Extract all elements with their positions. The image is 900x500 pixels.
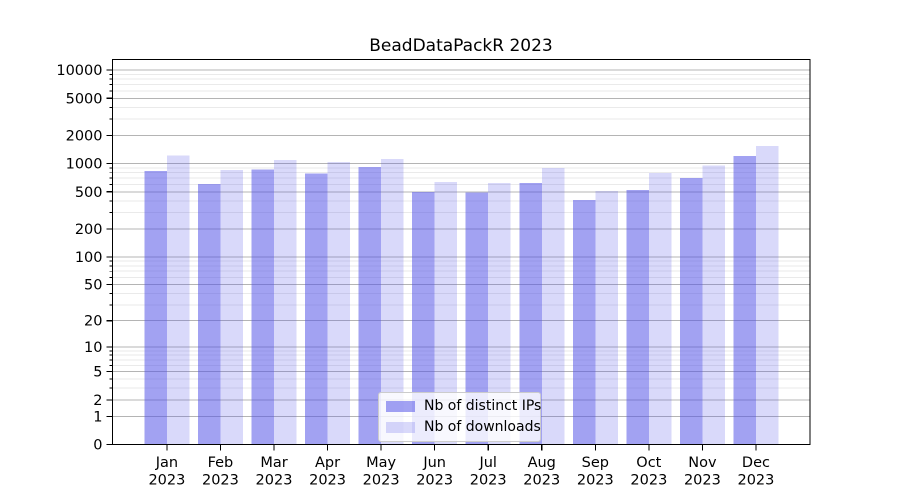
x-tick-label-nov: Nov 2023 xyxy=(684,455,721,489)
y-tick-label-2: 2 xyxy=(93,393,102,409)
bar-downloads-apr xyxy=(327,162,351,445)
x-tick-label-oct: Oct 2023 xyxy=(630,455,667,489)
bar-distinct-ips-nov xyxy=(679,178,703,445)
x-axis: Jan 2023 Feb 2023 Mar 2023 Apr 2023 May 2023 Jun 20… xyxy=(148,444,774,489)
bar-distinct-ips-mar xyxy=(251,169,274,445)
legend-label-distinct-ips: Nb of distinct IPs xyxy=(424,398,542,414)
x-tick-label-aug: Aug 2023 xyxy=(523,455,560,489)
bar-distinct-ips-feb xyxy=(197,184,221,445)
x-tick-label-apr: Apr 2023 xyxy=(309,455,346,489)
y-tick-label-10: 10 xyxy=(84,340,102,356)
y-tick-label-20: 20 xyxy=(84,314,102,330)
legend-item-distinct-ips: Nb of distinct IPs xyxy=(386,398,541,414)
x-tick-label-jun: Jun 2023 xyxy=(416,455,453,489)
x-tick-label-feb: Feb 2023 xyxy=(202,455,239,489)
bar-distinct-ips-dec xyxy=(733,155,756,445)
bar-distinct-ips-jun xyxy=(412,192,435,445)
bar-downloads-sep xyxy=(595,191,618,445)
bar-downloads-jun xyxy=(434,182,458,445)
x-tick-label-may: May 2023 xyxy=(363,455,400,489)
bar-distinct-ips-may xyxy=(358,167,382,445)
x-tick-label-jan: Jan 2023 xyxy=(148,455,185,489)
legend-swatch-downloads xyxy=(386,421,415,433)
y-tick-label-100: 100 xyxy=(75,250,103,266)
x-tick-label-jul: Jul 2023 xyxy=(470,455,507,489)
bar-distinct-ips-jan xyxy=(144,171,167,445)
y-tick-label-2000: 2000 xyxy=(66,129,103,145)
x-tick-label-mar: Mar 2023 xyxy=(256,455,293,489)
chart-title: BeadDataPackR 2023 xyxy=(369,36,553,56)
bar-downloads-jan xyxy=(166,155,190,445)
x-tick-label-sep: Sep 2023 xyxy=(577,455,614,489)
y-tick-label-200: 200 xyxy=(75,222,103,238)
bar-downloads-feb xyxy=(220,169,243,445)
y-tick-label-0: 0 xyxy=(93,438,102,454)
plot-border xyxy=(111,58,811,446)
bars xyxy=(144,145,779,445)
bar-downloads-oct xyxy=(648,172,672,445)
y-tick-label-1000: 1000 xyxy=(66,157,103,173)
bar-downloads-may xyxy=(381,159,404,445)
y-tick-label-50: 50 xyxy=(84,278,102,294)
y-tick-label-10000: 10000 xyxy=(56,63,102,79)
bar-distinct-ips-jul xyxy=(465,192,489,445)
y-tick-label-1: 1 xyxy=(93,409,102,425)
y-tick-label-5: 5 xyxy=(93,365,102,381)
legend-item-downloads: Nb of downloads xyxy=(386,419,541,435)
bar-downloads-aug xyxy=(541,168,565,445)
bar-downloads-nov xyxy=(702,165,725,445)
legend: Nb of distinct IPs Nb of downloads xyxy=(378,392,541,442)
bar-downloads-dec xyxy=(755,145,779,445)
y-tick-label-5000: 5000 xyxy=(66,91,103,107)
bar-downloads-jul xyxy=(488,183,511,445)
bar-distinct-ips-sep xyxy=(572,199,596,445)
bar-distinct-ips-aug xyxy=(519,182,542,445)
bar-downloads-mar xyxy=(274,159,297,445)
legend-label-downloads: Nb of downloads xyxy=(424,419,541,435)
bar-distinct-ips-oct xyxy=(626,189,649,445)
x-tick-label-dec: Dec 2023 xyxy=(737,455,774,489)
axes xyxy=(111,58,811,446)
bar-distinct-ips-apr xyxy=(305,173,328,445)
y-tick-label-500: 500 xyxy=(75,185,103,201)
legend-swatch-distinct-ips xyxy=(386,400,415,412)
